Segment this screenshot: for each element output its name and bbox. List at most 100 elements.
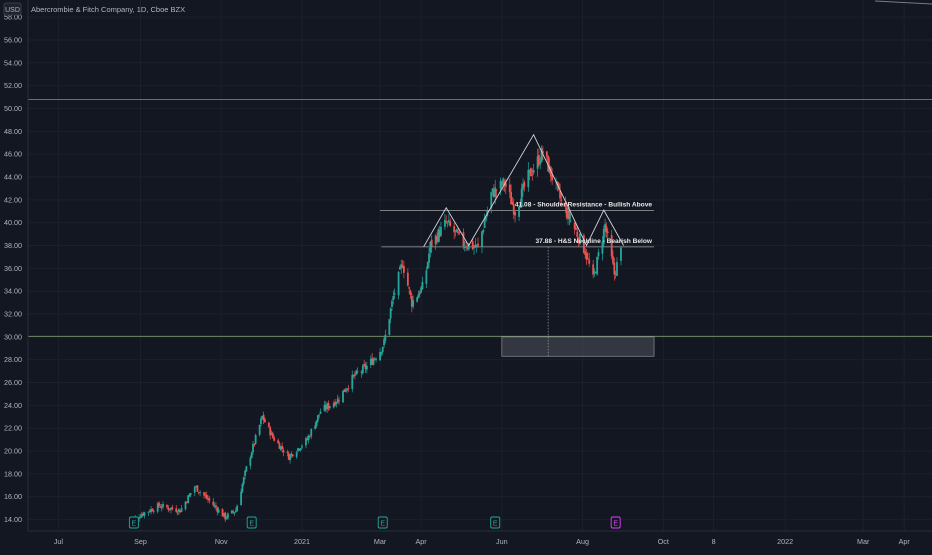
candle — [401, 260, 404, 269]
candle — [230, 510, 233, 514]
candle — [364, 362, 367, 374]
candle-body — [577, 237, 580, 244]
candle — [592, 259, 595, 279]
candle-body — [504, 183, 507, 187]
candle — [399, 265, 401, 271]
candle-body — [586, 258, 589, 259]
candle — [179, 509, 182, 513]
candle-body — [381, 346, 384, 352]
candle — [150, 506, 152, 515]
candle-body — [208, 498, 211, 501]
candle — [620, 247, 622, 266]
candle — [195, 485, 197, 488]
earnings-marker[interactable]: E — [246, 516, 257, 529]
y-tick-label: 20.00 — [4, 447, 22, 456]
candle — [215, 502, 217, 511]
candle — [352, 374, 355, 379]
earnings-marker[interactable]: E — [610, 516, 621, 529]
candle-body — [596, 256, 599, 275]
candle-body — [260, 418, 262, 425]
candle-body — [426, 262, 429, 269]
candle — [559, 183, 561, 204]
candle-body — [601, 241, 604, 254]
drawing-fragment — [874, 0, 932, 5]
candle-body — [421, 282, 424, 290]
candle — [530, 167, 532, 177]
candle — [254, 433, 257, 446]
candle — [551, 168, 554, 185]
candle — [522, 178, 524, 197]
candle-body — [254, 435, 257, 444]
candle — [400, 259, 403, 274]
candle — [560, 193, 563, 206]
candle — [289, 453, 291, 464]
candle — [261, 415, 264, 420]
candle — [492, 184, 495, 198]
candle — [168, 508, 171, 511]
candle-body — [490, 192, 493, 209]
earnings-marker[interactable]: E — [377, 516, 388, 529]
candle — [152, 508, 155, 514]
candle-body — [512, 204, 515, 215]
candle-body — [226, 513, 229, 519]
candle — [205, 491, 208, 500]
currency-badge[interactable] — [3, 2, 22, 16]
candle — [212, 498, 215, 508]
candle-body — [547, 156, 550, 172]
earnings-marker[interactable]: E — [490, 516, 501, 529]
candle-body — [446, 221, 449, 223]
candle — [588, 252, 591, 267]
candle-body — [532, 170, 535, 173]
candle — [338, 396, 340, 405]
candle — [586, 251, 589, 260]
candle-body — [297, 448, 299, 452]
candle-body — [150, 508, 152, 513]
candle-body — [364, 364, 367, 369]
earnings-marker[interactable]: E — [128, 516, 139, 529]
y-tick-label: 52.00 — [4, 81, 22, 90]
candle-body — [138, 517, 141, 519]
candle — [252, 440, 254, 455]
x-tick-label: Mar — [857, 537, 870, 546]
candle — [188, 492, 191, 497]
candle — [467, 243, 470, 251]
candle-body — [593, 271, 596, 274]
candle — [381, 346, 384, 356]
candle — [213, 502, 216, 509]
candle — [504, 178, 507, 195]
price-axis-panel — [0, 0, 28, 550]
candle-body — [286, 451, 289, 453]
candle-body — [457, 231, 460, 234]
candle-body — [428, 253, 430, 263]
candle-body — [482, 229, 485, 233]
candle-body — [175, 508, 178, 512]
candle-body — [539, 161, 542, 165]
candle-body — [356, 371, 359, 373]
candle — [147, 511, 150, 517]
candle — [391, 298, 393, 311]
candle-body — [569, 220, 572, 222]
candle-body — [531, 174, 534, 176]
candle-body — [602, 228, 605, 245]
candle-body — [430, 239, 433, 247]
candle — [499, 177, 502, 196]
candle — [253, 443, 256, 447]
y-tick-label: 32.00 — [4, 310, 22, 319]
candle-body — [242, 477, 245, 484]
candle — [335, 401, 338, 408]
candle-body — [389, 308, 392, 319]
candle-body — [545, 151, 548, 157]
candle — [531, 168, 534, 181]
candle-body — [314, 425, 317, 430]
candle — [547, 155, 550, 172]
candle — [584, 247, 587, 259]
earnings-label: E — [493, 521, 498, 528]
candle-body — [483, 220, 486, 228]
candle-body — [429, 241, 432, 253]
candle — [327, 400, 330, 412]
grid-layer — [28, 0, 932, 531]
candle-body — [473, 246, 475, 248]
